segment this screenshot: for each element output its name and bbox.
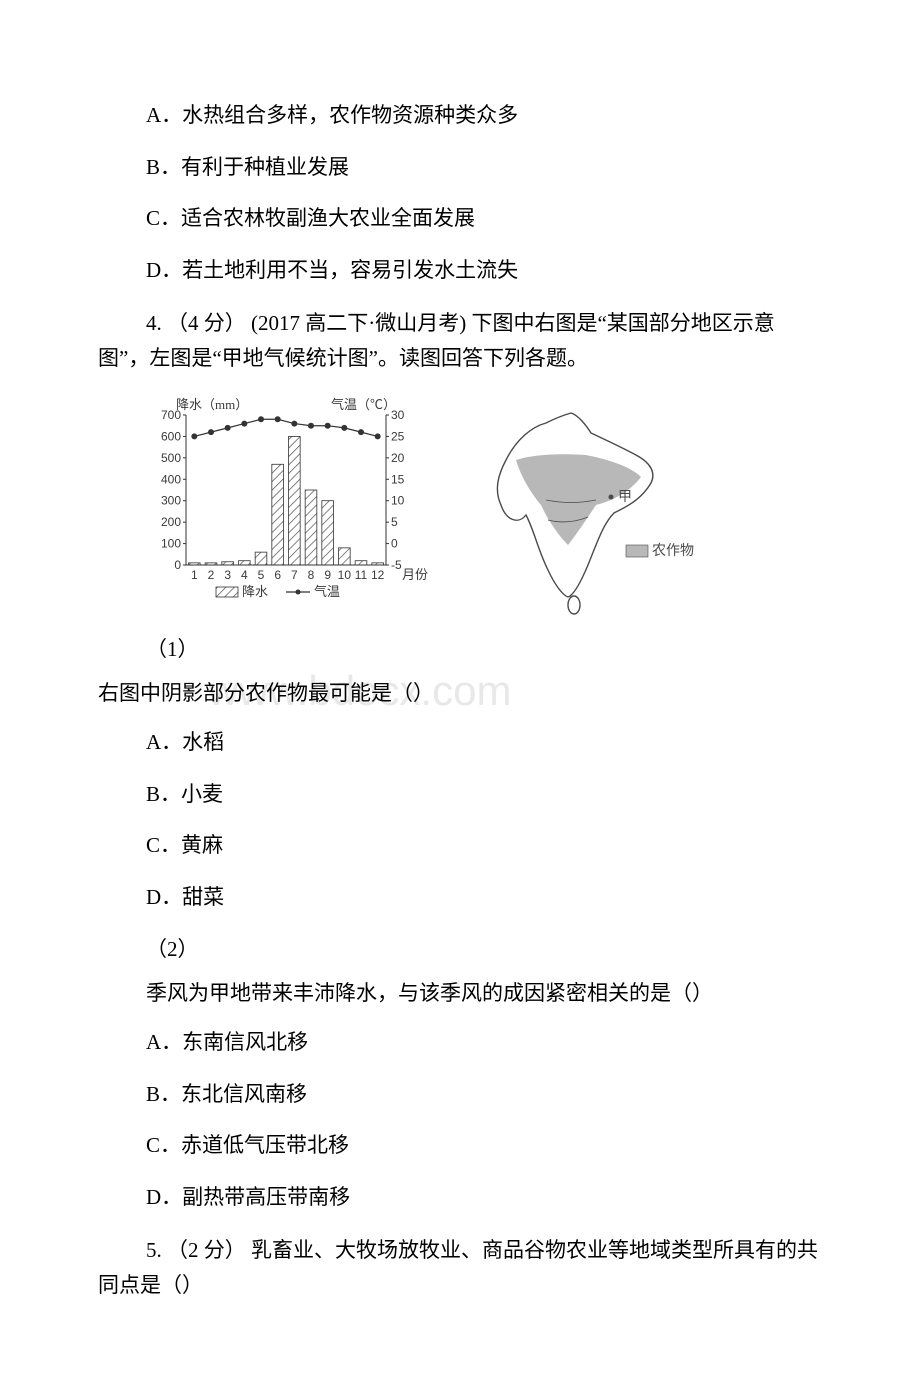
svg-text:200: 200 <box>161 515 181 529</box>
q4-sub2-option-c: C．赤道低气压带北移 <box>146 1130 822 1162</box>
svg-text:15: 15 <box>391 473 405 487</box>
svg-text:6: 6 <box>274 568 281 582</box>
q4-sub2-stem: 季风为甲地带来丰沛降水，与该季风的成因紧密相关的是（） <box>146 977 822 1007</box>
svg-text:甲: 甲 <box>618 490 632 505</box>
svg-text:30: 30 <box>391 408 405 422</box>
svg-text:3: 3 <box>224 568 231 582</box>
svg-text:5: 5 <box>258 568 265 582</box>
svg-text:400: 400 <box>161 473 181 487</box>
svg-text:20: 20 <box>391 451 405 465</box>
q4-sub1-stem: 右图中阴影部分农作物最可能是（） <box>98 677 822 707</box>
svg-text:气温: 气温 <box>314 584 340 599</box>
svg-text:5: 5 <box>391 515 398 529</box>
svg-text:9: 9 <box>324 568 331 582</box>
svg-text:月份: 月份 <box>402 567 428 582</box>
q4-sub2-option-d: D．副热带高压带南移 <box>146 1182 822 1214</box>
svg-text:2: 2 <box>208 568 215 582</box>
svg-text:500: 500 <box>161 451 181 465</box>
q4-sub1-option-c: C．黄麻 <box>146 830 822 862</box>
svg-text:1: 1 <box>191 568 198 582</box>
svg-text:12: 12 <box>371 568 385 582</box>
q4-figure: 降水（mm）气温（℃）0100200300400500600700-505101… <box>146 395 726 615</box>
q4-sub1-num: （1） <box>146 633 822 663</box>
q4-sub1-option-d: D．甜菜 <box>146 882 822 914</box>
svg-text:10: 10 <box>338 568 352 582</box>
q3-option-a: A．水热组合多样，农作物资源种类众多 <box>146 100 822 132</box>
svg-text:-5: -5 <box>391 558 402 572</box>
q3-option-b: B．有利于种植业发展 <box>146 152 822 184</box>
svg-text:0: 0 <box>391 537 398 551</box>
svg-text:气温（℃）: 气温（℃） <box>331 397 396 412</box>
q5-stem: 5. （2 分） 乳畜业、大牧场放牧业、商品谷物农业等地域类型所具有的共同点是（… <box>98 1233 822 1302</box>
q4-sub2-option-a: A．东南信风北移 <box>146 1027 822 1059</box>
svg-text:4: 4 <box>241 568 248 582</box>
q4-sub2-option-b: B．东北信风南移 <box>146 1079 822 1111</box>
svg-text:8: 8 <box>308 568 315 582</box>
q4-sub1-option-b: B．小麦 <box>146 779 822 811</box>
svg-text:降水（mm）: 降水（mm） <box>176 397 248 412</box>
q3-option-c: C．适合农林牧副渔大农业全面发展 <box>146 203 822 235</box>
svg-text:降水: 降水 <box>242 584 268 599</box>
svg-text:300: 300 <box>161 494 181 508</box>
q4-sub2-num: （2） <box>146 933 822 963</box>
svg-text:7: 7 <box>291 568 298 582</box>
svg-text:100: 100 <box>161 537 181 551</box>
svg-text:700: 700 <box>161 408 181 422</box>
svg-text:农作物: 农作物 <box>652 543 694 559</box>
svg-text:10: 10 <box>391 494 405 508</box>
svg-text:0: 0 <box>174 558 181 572</box>
svg-text:25: 25 <box>391 430 405 444</box>
svg-text:11: 11 <box>355 568 368 582</box>
svg-text:600: 600 <box>161 430 181 444</box>
q4-stem: 4. （4 分） (2017 高二下·微山月考) 下图中右图是“某国部分地区示意… <box>98 306 822 375</box>
q4-sub1-option-a: A．水稻 <box>146 727 822 759</box>
q3-option-d: D．若土地利用不当，容易引发水土流失 <box>146 255 822 287</box>
